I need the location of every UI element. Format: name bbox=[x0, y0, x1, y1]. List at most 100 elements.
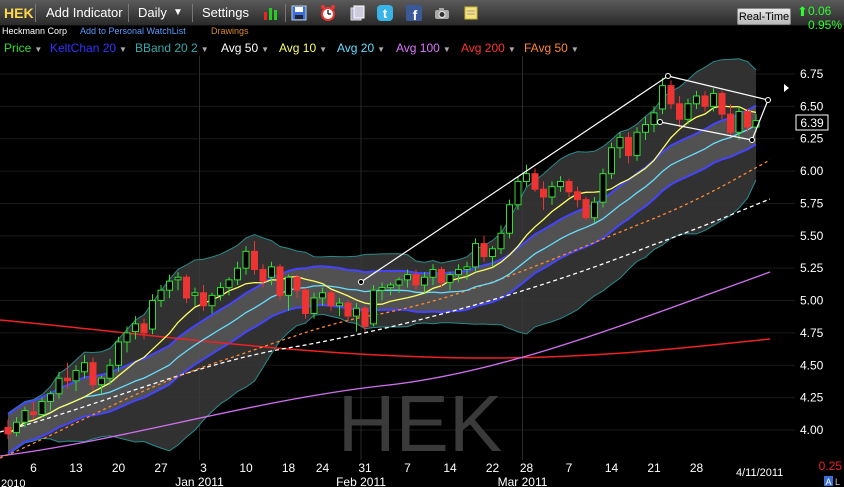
candle-body bbox=[455, 268, 462, 276]
candle-body bbox=[616, 136, 624, 149]
x-tick-label: 7 bbox=[404, 461, 411, 475]
candle-body bbox=[344, 302, 352, 317]
candle-body bbox=[591, 201, 598, 219]
candle-body bbox=[276, 266, 284, 296]
candle-body bbox=[744, 111, 751, 128]
trendline-handle bbox=[358, 279, 364, 285]
toolbar: HEK Add Indicator Daily ▼ Settings t f R… bbox=[0, 0, 844, 32]
indicator-label: FAvg 50 bbox=[524, 41, 568, 55]
x-tick-label: 18 bbox=[282, 461, 296, 475]
year-label: 2010 bbox=[1, 478, 25, 487]
documents-icon[interactable] bbox=[348, 4, 366, 22]
keltner-channel-fill bbox=[8, 105, 756, 454]
watchlist-link[interactable]: Add to Personal WatchList bbox=[80, 26, 186, 36]
candle-body bbox=[676, 103, 683, 120]
indicator-keltchan[interactable]: KeltChan 20 ▼ bbox=[50, 41, 127, 55]
chevron-down-icon: ▼ bbox=[377, 45, 386, 54]
indicator-label: Avg 50 bbox=[221, 41, 259, 55]
indicator-avg-200[interactable]: Avg 200 ▼ bbox=[461, 41, 516, 55]
candle-body bbox=[565, 180, 573, 193]
add-indicator-button[interactable]: Add Indicator bbox=[46, 5, 123, 20]
candle-body bbox=[361, 307, 369, 327]
candle-body bbox=[608, 147, 615, 175]
candle-body bbox=[395, 279, 403, 286]
candle-body bbox=[225, 279, 233, 289]
toolbar-separator bbox=[192, 4, 193, 22]
indicator-avg-100[interactable]: Avg 100 ▼ bbox=[396, 41, 451, 55]
candle-body bbox=[310, 297, 318, 314]
indicator-label: Avg 20 bbox=[337, 41, 375, 55]
candle-body bbox=[21, 410, 29, 423]
candle-body bbox=[599, 173, 607, 203]
candle-body bbox=[540, 188, 547, 198]
alarm-clock-icon[interactable] bbox=[319, 4, 337, 22]
month-label: Mar 2011 bbox=[498, 475, 548, 487]
candle-body bbox=[302, 289, 309, 314]
x-tick-label: 13 bbox=[69, 461, 83, 475]
chevron-down-icon: ▼ bbox=[34, 45, 43, 54]
x-tick-label: 10 bbox=[239, 461, 253, 475]
candle-body bbox=[370, 289, 377, 325]
candle-body bbox=[480, 243, 488, 258]
candle-body bbox=[659, 85, 666, 110]
candle-body bbox=[472, 243, 479, 268]
candle-body bbox=[727, 113, 734, 133]
trendline-drawings[interactable] bbox=[358, 73, 771, 285]
scroll-left-icon[interactable] bbox=[784, 84, 789, 92]
candle-body bbox=[200, 292, 207, 307]
candle-body bbox=[336, 302, 343, 307]
indicator-label: Avg 100 bbox=[396, 41, 440, 55]
y-tick-label: 6.00 bbox=[800, 164, 824, 178]
note-icon[interactable] bbox=[462, 4, 480, 22]
chevron-down-icon[interactable]: ▼ bbox=[173, 7, 183, 18]
company-name: Heckmann Corp bbox=[2, 26, 68, 36]
trendline bbox=[667, 75, 769, 101]
price-change-percent: 0.95% bbox=[808, 18, 843, 32]
svg-text:t: t bbox=[383, 6, 388, 21]
candle-body bbox=[667, 85, 675, 105]
log-scale-label[interactable]: L bbox=[835, 477, 840, 487]
symbol-watermark: HEK bbox=[338, 379, 503, 468]
indicator-avg-50[interactable]: Avg 50 ▼ bbox=[221, 41, 269, 55]
realtime-button[interactable]: Real-Time bbox=[737, 8, 791, 25]
candle-body bbox=[157, 289, 165, 302]
camera-icon[interactable] bbox=[433, 4, 451, 22]
candle-body bbox=[633, 131, 641, 157]
save-icon[interactable] bbox=[290, 4, 308, 22]
arrow-up-icon: ⬆ bbox=[797, 4, 808, 19]
y-tick-label: 4.50 bbox=[800, 358, 824, 372]
twitter-icon[interactable]: t bbox=[376, 4, 394, 22]
chevron-down-icon: ▼ bbox=[507, 45, 516, 54]
chevron-down-icon: ▼ bbox=[261, 45, 270, 54]
indicator-bband[interactable]: BBand 20 2 ▼ bbox=[135, 41, 209, 55]
auto-scale-button[interactable] bbox=[824, 476, 833, 486]
candle-body bbox=[242, 250, 250, 269]
candle-body bbox=[548, 186, 556, 198]
candle-body bbox=[387, 284, 394, 289]
candle-body bbox=[149, 300, 156, 330]
facebook-icon[interactable]: f bbox=[405, 4, 423, 22]
indicator-price[interactable]: Price ▼ bbox=[4, 41, 42, 55]
symbol-input[interactable]: HEK bbox=[4, 5, 34, 21]
indicator-avg-10[interactable]: Avg 10 ▼ bbox=[279, 41, 327, 55]
bar-chart-icon[interactable] bbox=[262, 4, 280, 22]
x-tick-label: 24 bbox=[316, 461, 330, 475]
candle-body bbox=[72, 369, 80, 382]
candle-body bbox=[404, 274, 411, 281]
candle-body bbox=[285, 276, 292, 296]
x-tick-label: 27 bbox=[154, 461, 168, 475]
price-chart[interactable]: HEK 6.75 6.50 6.25 6.00 5.75 5.50 5.25 5.00 4.75… bbox=[0, 56, 844, 487]
candle-body bbox=[438, 268, 445, 283]
keltner-lower bbox=[7, 143, 757, 455]
candle-body bbox=[251, 250, 258, 270]
indicator-favg-50[interactable]: FAvg 50 ▼ bbox=[524, 41, 579, 55]
candle-body bbox=[446, 274, 454, 283]
price-change: 0.06 bbox=[808, 4, 832, 18]
settings-button[interactable]: Settings bbox=[202, 5, 249, 20]
candle-body bbox=[327, 292, 335, 307]
drawings-link[interactable]: Drawings bbox=[211, 26, 249, 36]
indicator-label: Avg 200 bbox=[461, 41, 505, 55]
indicator-avg-20[interactable]: Avg 20 ▼ bbox=[337, 41, 385, 55]
interval-select[interactable]: Daily bbox=[138, 5, 167, 20]
x-tick-label: 28 bbox=[690, 461, 704, 475]
